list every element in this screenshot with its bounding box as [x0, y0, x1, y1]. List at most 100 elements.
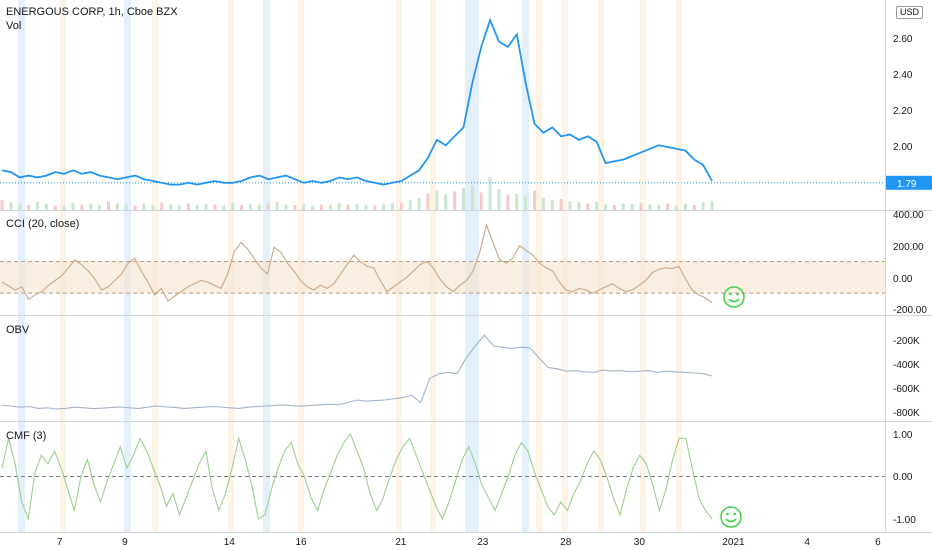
x-tick-label: 14 [224, 537, 236, 548]
volume-bar [178, 205, 181, 210]
y-tick-label: 2.60 [893, 34, 913, 45]
volume-bar [488, 177, 492, 210]
y-tick-label: -400K [893, 360, 920, 371]
volume-bar [115, 203, 119, 210]
volume-bar [186, 203, 190, 210]
volume-bar [444, 194, 448, 210]
volume-bar [62, 206, 66, 210]
volume-bar [373, 205, 377, 210]
volume-bar [382, 204, 386, 210]
volume-bar [142, 203, 146, 210]
y-tick-label: 2.20 [893, 106, 913, 117]
volume-bar [568, 201, 572, 210]
volume-bar [133, 205, 137, 210]
y-tick-label: 2.00 [893, 142, 913, 153]
volume-bar [630, 203, 634, 210]
last-price-badge [886, 175, 932, 190]
volume-bar [240, 205, 244, 210]
volume-bar [506, 194, 510, 210]
volume-bar [604, 204, 607, 210]
y-tick-label: 400.00 [893, 210, 924, 221]
volume-bar [18, 203, 22, 210]
volume-bar [213, 204, 217, 210]
volume-bar [648, 204, 652, 210]
volume-label: Vol [6, 20, 22, 32]
y-tick-label: -800K [893, 408, 920, 419]
cci-smiley-icon [723, 286, 745, 308]
volume-bar [124, 204, 128, 210]
cmf-smiley-icon-eye [733, 512, 736, 516]
volume-bar [391, 203, 394, 210]
volume-bar [320, 204, 323, 210]
cci-pane-title: CCI (20, close) [6, 218, 80, 230]
cmf-pane-title: CMF (3) [6, 430, 47, 442]
x-tick-label: 9 [122, 537, 128, 548]
y-tick-label: 200.00 [893, 242, 924, 253]
price-line [1, 17, 713, 186]
y-tick-label: 0.00 [893, 472, 913, 483]
y-tick-label: 1.00 [893, 430, 913, 441]
volume-bar [515, 193, 519, 210]
volume-bar [595, 201, 599, 210]
volume-bar [426, 193, 430, 210]
volume-bar [559, 199, 563, 210]
main-chart-title: ENERGOUS CORP, 1h, Cboe BZX [6, 6, 178, 18]
volume-bar [98, 205, 102, 210]
obv-line [1, 334, 713, 410]
x-tick-label: 6 [875, 537, 881, 548]
y-tick-label: 0.00 [893, 274, 913, 285]
volume-bar [621, 203, 625, 210]
volume-bar [275, 201, 279, 210]
volume-bar [257, 204, 261, 210]
cmf-smiley-icon-eye [726, 512, 729, 516]
x-tick-label: 4 [804, 537, 810, 548]
volume-bar [249, 203, 252, 210]
volume-bar [302, 203, 306, 210]
volume-bar [195, 205, 199, 210]
volume-bar [666, 203, 670, 210]
volume-bar [107, 201, 110, 210]
x-tick-label: 28 [560, 537, 572, 548]
volume-bar [692, 205, 696, 210]
volume-bar [151, 205, 155, 210]
y-tick-label: 2.40 [893, 70, 913, 81]
volume-bar [497, 189, 501, 210]
obv-pane-title: OBV [6, 324, 30, 336]
cmf-smiley-icon [720, 506, 742, 528]
volume-bar [524, 195, 528, 210]
volume-bar [399, 202, 403, 210]
volume-bar [44, 203, 48, 210]
volume-bar [710, 201, 714, 210]
volume-bar [337, 203, 341, 210]
volume-bar [266, 203, 270, 210]
volume-bar [453, 191, 457, 210]
volume-bar [462, 188, 465, 210]
volume-bar [80, 204, 84, 210]
last-price-label: 1.79 [897, 179, 917, 190]
x-tick-label: 7 [57, 537, 63, 548]
cci-line [1, 223, 713, 304]
volume-bar [683, 203, 687, 210]
volume-bar [470, 185, 474, 210]
volume-bar [541, 197, 545, 210]
x-tick-label: 2021 [722, 537, 745, 548]
currency-button[interactable]: USD [896, 6, 923, 19]
volume-bar [328, 205, 332, 210]
volume-bar [160, 202, 164, 210]
volume-bar [586, 203, 590, 210]
cci-smiley-icon-mouth [728, 298, 740, 303]
volume-bar [222, 205, 226, 210]
volume-bar [417, 197, 421, 210]
volume-bar [169, 204, 173, 210]
volume-bar [364, 205, 368, 210]
volume-bar [36, 201, 39, 210]
volume-bar [284, 204, 288, 210]
volume-bar [639, 202, 643, 210]
volume-bar [89, 203, 93, 210]
y-tick-label: -200K [893, 336, 920, 347]
volume-bar [204, 203, 208, 210]
volume-bar [27, 205, 31, 210]
cci-band [0, 261, 885, 294]
y-tick-label: -600K [893, 384, 920, 395]
